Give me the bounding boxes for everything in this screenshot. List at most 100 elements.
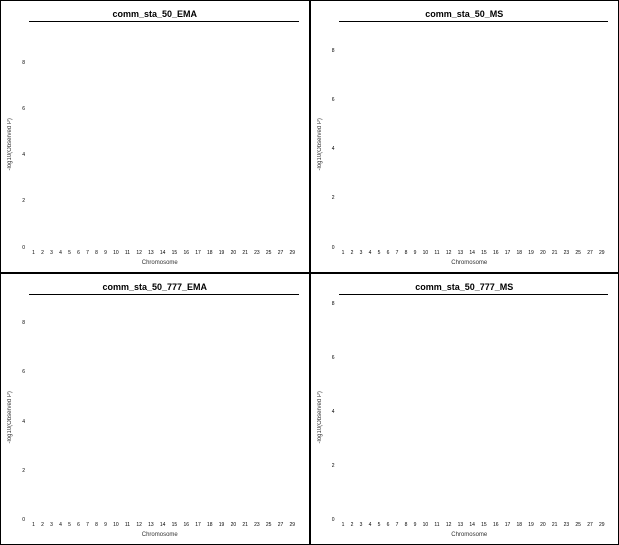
x-tick: 5: [378, 522, 381, 528]
y-axis-label: -log10(Observed P): [315, 294, 325, 541]
x-tick-row: 1234567891011121314151617181920212325272…: [29, 248, 299, 256]
x-tick: 13: [458, 250, 464, 256]
x-tick: 25: [575, 522, 581, 528]
x-tick: 14: [160, 522, 166, 528]
y-tick-column: 02468: [15, 21, 27, 248]
x-tick: 6: [387, 522, 390, 528]
y-tick: 2: [332, 195, 335, 201]
plot-area-holder: 02468: [15, 294, 305, 521]
x-tick: 25: [266, 522, 272, 528]
y-tick: 8: [332, 301, 335, 307]
x-tick: 18: [517, 522, 523, 528]
x-tick: 1: [342, 250, 345, 256]
x-tick: 10: [423, 250, 429, 256]
x-tick: 20: [540, 250, 546, 256]
x-tick: 25: [266, 250, 272, 256]
x-tick: 17: [505, 250, 511, 256]
x-tick: 12: [136, 522, 142, 528]
x-tick: 19: [219, 522, 225, 528]
plot-column: 0246812345678910111213141516171819202123…: [15, 21, 305, 268]
x-tick: 15: [172, 250, 178, 256]
manhattan-panel-tl: comm_sta_50_EMA-log10(Observed P)0246812…: [0, 0, 310, 273]
x-tick: 29: [289, 250, 295, 256]
y-axis-label: -log10(Observed P): [315, 21, 325, 268]
y-tick: 4: [332, 146, 335, 152]
plot-area-holder: 02468: [325, 294, 615, 521]
x-tick: 10: [113, 250, 119, 256]
x-tick: 8: [405, 250, 408, 256]
x-tick: 11: [125, 522, 130, 528]
y-tick: 2: [22, 198, 25, 204]
x-tick: 19: [219, 250, 225, 256]
x-tick: 13: [148, 522, 154, 528]
x-tick: 8: [405, 522, 408, 528]
x-tick: 27: [278, 522, 284, 528]
plot-column: 0246812345678910111213141516171819202123…: [325, 21, 615, 268]
manhattan-panel-br: comm_sta_50_777_MS-log10(Observed P)0246…: [310, 273, 619, 545]
x-tick: 21: [242, 250, 248, 256]
x-tick: 3: [50, 522, 53, 528]
x-tick: 6: [387, 250, 390, 256]
x-tick: 6: [77, 522, 80, 528]
y-tick: 0: [22, 245, 25, 251]
x-tick: 21: [552, 522, 558, 528]
x-tick: 18: [207, 250, 213, 256]
x-tick: 13: [458, 522, 464, 528]
y-axis-label: -log10(Observed P): [5, 21, 15, 268]
x-tick: 27: [587, 250, 593, 256]
y-tick: 6: [332, 97, 335, 103]
x-tick: 16: [183, 522, 189, 528]
y-tick: 0: [332, 517, 335, 523]
x-tick: 19: [528, 522, 534, 528]
panel-title: comm_sta_50_777_EMA: [5, 282, 305, 292]
x-tick: 1: [342, 522, 345, 528]
x-tick-row: 1234567891011121314151617181920212325272…: [339, 248, 609, 256]
plot-wrap: -log10(Observed P)0246812345678910111213…: [315, 294, 615, 541]
x-tick: 16: [493, 522, 499, 528]
x-tick: 12: [136, 250, 142, 256]
x-tick: 25: [575, 250, 581, 256]
panel-title: comm_sta_50_MS: [315, 9, 615, 19]
x-tick: 14: [469, 522, 475, 528]
y-tick: 6: [22, 106, 25, 112]
x-tick: 27: [587, 522, 593, 528]
x-tick: 3: [360, 250, 363, 256]
plot-column: 0246812345678910111213141516171819202123…: [325, 294, 615, 541]
x-tick: 12: [446, 250, 452, 256]
x-tick: 2: [41, 522, 44, 528]
y-tick: 6: [332, 355, 335, 361]
x-tick: 5: [68, 522, 71, 528]
x-axis-label: Chromosome: [325, 532, 615, 538]
x-tick: 18: [517, 250, 523, 256]
x-tick: 23: [254, 522, 260, 528]
plot-area-holder: 02468: [15, 21, 305, 248]
x-tick: 11: [434, 250, 439, 256]
x-tick: 16: [493, 250, 499, 256]
plot-wrap: -log10(Observed P)0246812345678910111213…: [315, 21, 615, 268]
x-tick: 29: [289, 522, 295, 528]
x-axis-label: Chromosome: [15, 532, 305, 538]
x-tick: 27: [278, 250, 284, 256]
x-tick: 19: [528, 250, 534, 256]
x-axis-label: Chromosome: [15, 260, 305, 266]
x-tick: 23: [564, 522, 570, 528]
x-tick: 2: [41, 250, 44, 256]
plot-wrap: -log10(Observed P)0246812345678910111213…: [5, 21, 305, 268]
x-tick: 5: [68, 250, 71, 256]
x-tick: 15: [172, 522, 178, 528]
panel-title: comm_sta_50_EMA: [5, 9, 305, 19]
x-tick: 8: [95, 522, 98, 528]
x-tick: 15: [481, 250, 487, 256]
x-tick: 1: [32, 522, 35, 528]
x-tick: 12: [446, 522, 452, 528]
x-tick-row: 1234567891011121314151617181920212325272…: [339, 520, 609, 528]
x-tick: 9: [414, 522, 417, 528]
x-tick: 16: [183, 250, 189, 256]
x-tick: 17: [195, 250, 201, 256]
x-tick: 4: [59, 522, 62, 528]
x-tick: 9: [104, 522, 107, 528]
plot-area-holder: 02468: [325, 21, 615, 248]
x-tick: 13: [148, 250, 154, 256]
x-tick: 23: [564, 250, 570, 256]
x-tick: 8: [95, 250, 98, 256]
